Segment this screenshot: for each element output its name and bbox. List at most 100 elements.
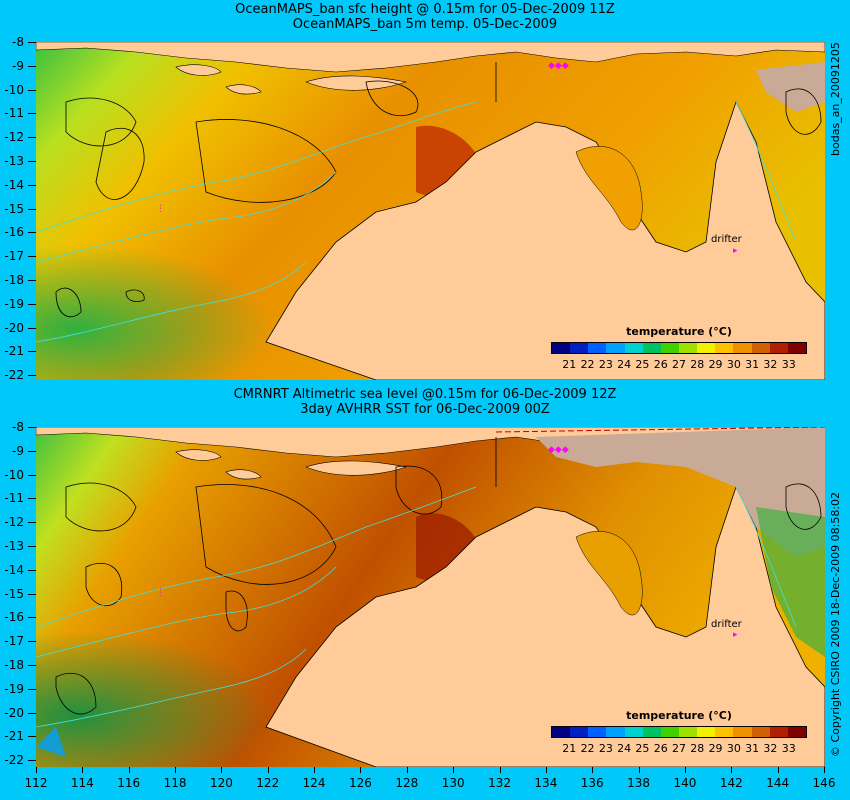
colorbar-tick-label: 29 bbox=[708, 358, 723, 371]
colorbar-tick-label: 33 bbox=[781, 358, 796, 371]
x-tick bbox=[406, 767, 408, 773]
bottom-title-line2: 3day AVHRR SST for 06-Dec-2009 00Z bbox=[300, 402, 550, 417]
bottom-side-label: © Copyright CSIRO 2009 18-Dec-2009 08:58… bbox=[829, 491, 842, 757]
colorbar-swatch bbox=[570, 727, 589, 737]
y-tick bbox=[28, 137, 36, 139]
x-tick-label: 142 bbox=[719, 776, 743, 790]
colorbar-tick-label: 25 bbox=[635, 358, 650, 371]
colorbar-swatch bbox=[751, 727, 770, 737]
colorbar-tick-label: 24 bbox=[617, 742, 632, 755]
y-tick bbox=[28, 522, 36, 524]
colorbar-swatch bbox=[733, 343, 752, 353]
y-tick bbox=[28, 65, 36, 67]
top-side-label: bodas_an_20091205 bbox=[829, 42, 842, 156]
drifter-label: drifter bbox=[711, 619, 742, 630]
top-title-line1: OceanMAPS_ban sfc height @ 0.15m for 05-… bbox=[235, 2, 615, 17]
y-tick-label: -19 bbox=[4, 681, 24, 696]
x-tick-label: 136 bbox=[580, 776, 604, 790]
x-tick-label: 114 bbox=[70, 776, 94, 790]
x-tick-label: 134 bbox=[534, 776, 558, 790]
y-tick bbox=[28, 113, 36, 115]
colorbar-swatch bbox=[606, 727, 625, 737]
colorbar-swatch bbox=[660, 343, 679, 353]
y-tick bbox=[28, 736, 36, 738]
colorbar-tick-label: 26 bbox=[653, 358, 668, 371]
colorbar-tick-label: 23 bbox=[598, 358, 613, 371]
colorbar-swatch bbox=[678, 727, 698, 737]
x-tick bbox=[731, 767, 733, 773]
drifter-marker: ▸ bbox=[733, 630, 738, 640]
colorbar-swatch bbox=[715, 727, 734, 737]
colorbar-tick-label: 28 bbox=[690, 358, 705, 371]
x-tick-label: 118 bbox=[163, 776, 187, 790]
x-tick bbox=[128, 767, 130, 773]
x-tick-label: 140 bbox=[673, 776, 697, 790]
y-tick-label: -9 bbox=[12, 58, 24, 73]
x-tick bbox=[777, 767, 779, 773]
y-tick-label: -15 bbox=[4, 201, 24, 216]
x-tick-label: 116 bbox=[117, 776, 141, 790]
drifter-label: drifter bbox=[711, 234, 742, 245]
colorbar-swatch bbox=[769, 727, 788, 737]
x-tick bbox=[684, 767, 686, 773]
colorbar-tick-label: 32 bbox=[763, 358, 778, 371]
bottom-title-line1: CMRNRT Altimetric sea level @0.15m for 0… bbox=[233, 387, 617, 402]
colorbar-strip bbox=[551, 726, 807, 738]
y-tick-label: -14 bbox=[4, 562, 24, 577]
y-tick bbox=[28, 593, 36, 595]
colorbar-swatch bbox=[552, 727, 571, 737]
colorbar-swatch bbox=[588, 727, 607, 737]
y-tick-label: -13 bbox=[4, 154, 24, 168]
colorbar-tick-label: 27 bbox=[672, 742, 686, 755]
colorbar-swatch bbox=[606, 343, 625, 353]
x-tick bbox=[545, 767, 547, 773]
x-tick bbox=[82, 767, 84, 773]
colorbar-ticks: 21 22 23 24 25 26 27 28 29 30 31 32 33 bbox=[551, 742, 807, 755]
y-tick-label: -22 bbox=[4, 753, 24, 768]
x-tick-label: 124 bbox=[302, 776, 326, 790]
y-tick bbox=[28, 375, 36, 377]
colorbar-swatch bbox=[588, 343, 607, 353]
drifter-marker: ▸ bbox=[733, 246, 738, 256]
colorbar-tick-label: 30 bbox=[726, 742, 741, 755]
colorbar-swatch bbox=[642, 727, 661, 737]
y-tick-label: -16 bbox=[4, 610, 24, 625]
drifter-track: ◆◆◆ bbox=[548, 445, 569, 455]
y-tick-label: -22 bbox=[4, 368, 24, 383]
x-tick-label: 138 bbox=[627, 776, 651, 790]
colorbar-swatch bbox=[787, 727, 806, 737]
x-tick-label: 146 bbox=[812, 776, 836, 790]
colorbar-swatch bbox=[678, 343, 698, 353]
y-tick-label: -11 bbox=[4, 106, 24, 121]
colorbar-swatch bbox=[715, 343, 734, 353]
colorbar-tick-label: 26 bbox=[653, 742, 668, 755]
y-tick bbox=[28, 712, 36, 714]
x-tick-label: 132 bbox=[488, 776, 511, 790]
y-tick bbox=[28, 569, 36, 571]
x-tick-label: 130 bbox=[441, 776, 465, 790]
colorbar-swatch bbox=[697, 343, 716, 353]
top-title-line2: OceanMAPS_ban 5m temp. 05-Dec-2009 bbox=[292, 17, 558, 32]
colorbar-swatch bbox=[642, 343, 661, 353]
x-tick-label: 120 bbox=[209, 776, 233, 790]
colorbar-swatch bbox=[660, 727, 679, 737]
y-tick-label: -12 bbox=[4, 130, 24, 145]
y-tick bbox=[28, 641, 36, 643]
x-tick bbox=[824, 767, 825, 773]
y-tick-label: -9 bbox=[12, 443, 24, 458]
colorbar-swatch bbox=[787, 343, 806, 353]
x-tick bbox=[175, 767, 177, 773]
x-tick-label: 122 bbox=[256, 776, 280, 790]
y-tick-label: -8 bbox=[12, 420, 24, 434]
x-tick-label: 112 bbox=[24, 776, 48, 790]
y-tick-label: -18 bbox=[4, 658, 24, 672]
colorbar-swatch bbox=[769, 343, 788, 353]
colorbar-tick-label: 25 bbox=[635, 742, 650, 755]
colorbar-tick-label: 21 bbox=[562, 742, 577, 755]
y-tick bbox=[28, 474, 36, 476]
colorbar-tick-label: 32 bbox=[763, 742, 778, 755]
top-map-panel bbox=[36, 42, 825, 380]
y-tick-label: -15 bbox=[4, 586, 24, 601]
drifter-track: ⋮ bbox=[156, 204, 165, 214]
colorbar-tick-label: 21 bbox=[562, 358, 577, 371]
